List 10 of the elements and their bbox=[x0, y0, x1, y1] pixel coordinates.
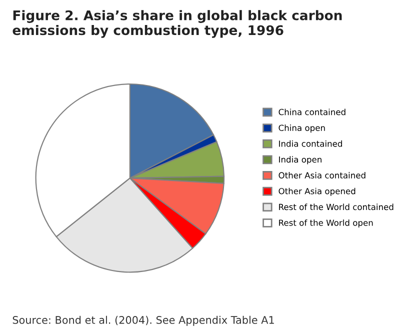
source-note: Source: Bond et al. (2004). See Appendix Table A1 bbox=[12, 316, 274, 326]
legend-label: China open bbox=[278, 124, 325, 133]
legend-label: India open bbox=[279, 156, 322, 164]
legend-label: Other Asia opened bbox=[278, 188, 356, 196]
legend-label: Rest of the World open bbox=[279, 219, 373, 228]
legend-label: India contained bbox=[279, 140, 342, 147]
legend-label: Rest of the World contained bbox=[279, 204, 394, 210]
legend-label: China contained bbox=[278, 108, 346, 116]
legend-label: Other Asia contained bbox=[278, 172, 366, 178]
chart-title: Figure 2. Asia’s share in global black carbon emissions by combustion type, 1996 bbox=[12, 10, 342, 38]
